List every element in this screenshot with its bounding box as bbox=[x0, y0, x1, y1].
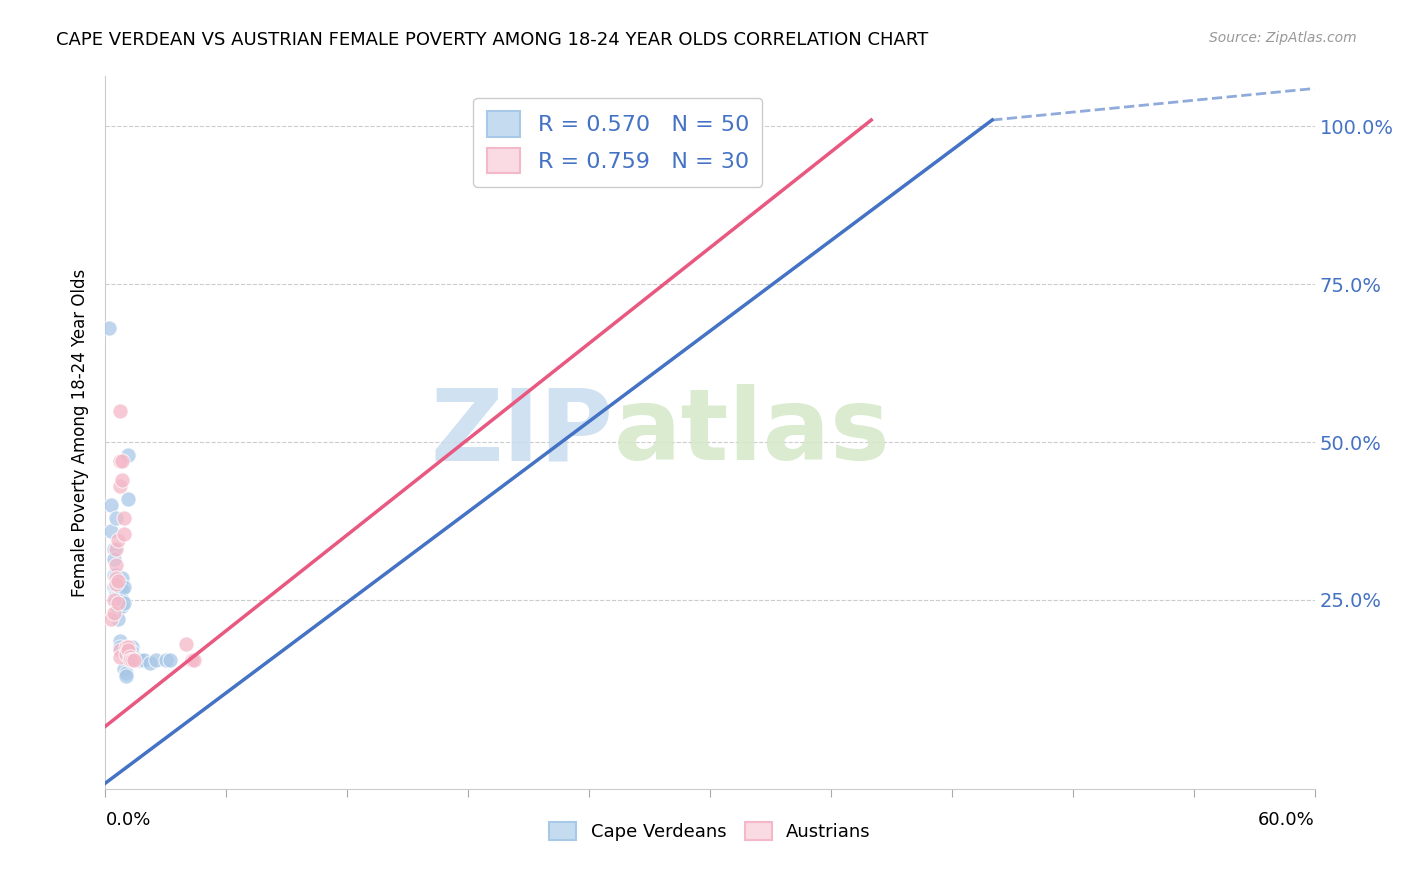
Point bbox=[110, 454, 132, 468]
Point bbox=[155, 653, 177, 667]
Point bbox=[110, 593, 132, 607]
Point bbox=[107, 596, 129, 610]
Text: CAPE VERDEAN VS AUSTRIAN FEMALE POVERTY AMONG 18-24 YEAR OLDS CORRELATION CHART: CAPE VERDEAN VS AUSTRIAN FEMALE POVERTY … bbox=[56, 31, 928, 49]
Point bbox=[104, 593, 127, 607]
Point bbox=[110, 473, 132, 487]
Point bbox=[104, 577, 127, 591]
Point bbox=[107, 580, 129, 594]
Point bbox=[103, 593, 125, 607]
Point bbox=[107, 596, 129, 610]
Point bbox=[108, 634, 131, 648]
Point bbox=[108, 640, 131, 655]
Point bbox=[107, 574, 129, 588]
Text: atlas: atlas bbox=[613, 384, 890, 481]
Point bbox=[110, 571, 132, 585]
Point bbox=[108, 649, 131, 664]
Point bbox=[104, 558, 127, 573]
Point bbox=[132, 653, 155, 667]
Point bbox=[117, 643, 139, 657]
Text: ZIP: ZIP bbox=[430, 384, 613, 481]
Point bbox=[121, 640, 143, 655]
Legend: Cape Verdeans, Austrians: Cape Verdeans, Austrians bbox=[543, 814, 877, 848]
Y-axis label: Female Poverty Among 18-24 Year Olds: Female Poverty Among 18-24 Year Olds bbox=[72, 268, 90, 597]
Point bbox=[174, 637, 197, 651]
Point bbox=[107, 533, 129, 547]
Point bbox=[127, 653, 149, 667]
Point bbox=[110, 583, 132, 598]
Point bbox=[100, 524, 122, 538]
Point bbox=[103, 542, 125, 557]
Point bbox=[100, 612, 122, 626]
Point bbox=[181, 653, 204, 667]
Point bbox=[107, 602, 129, 616]
Point bbox=[107, 588, 129, 602]
Point bbox=[114, 647, 136, 661]
Point bbox=[183, 653, 205, 667]
Point bbox=[100, 498, 122, 512]
Point bbox=[114, 640, 136, 655]
Point bbox=[108, 479, 131, 493]
Point bbox=[118, 649, 141, 664]
Point bbox=[114, 665, 136, 680]
Point bbox=[112, 662, 135, 676]
Point bbox=[108, 643, 131, 657]
Point bbox=[112, 526, 135, 541]
Point bbox=[108, 593, 131, 607]
Point bbox=[114, 669, 136, 683]
Point bbox=[104, 567, 127, 582]
Point bbox=[104, 511, 127, 525]
Point bbox=[108, 454, 131, 468]
Text: 0.0%: 0.0% bbox=[105, 811, 150, 829]
Point bbox=[122, 649, 145, 664]
Point bbox=[103, 567, 125, 582]
Text: 60.0%: 60.0% bbox=[1258, 811, 1315, 829]
Point bbox=[118, 653, 141, 667]
Point bbox=[104, 587, 127, 601]
Point bbox=[107, 612, 129, 626]
Text: Source: ZipAtlas.com: Source: ZipAtlas.com bbox=[1209, 31, 1357, 45]
Point bbox=[124, 653, 148, 667]
Point bbox=[121, 653, 143, 667]
Point bbox=[112, 596, 135, 610]
Point bbox=[103, 552, 125, 566]
Point bbox=[98, 321, 121, 335]
Point bbox=[103, 580, 125, 594]
Point bbox=[108, 580, 131, 594]
Point bbox=[118, 647, 141, 661]
Point bbox=[104, 577, 127, 591]
Point bbox=[128, 653, 150, 667]
Point bbox=[104, 571, 127, 585]
Point bbox=[139, 656, 162, 670]
Point bbox=[145, 653, 167, 667]
Point bbox=[104, 542, 127, 557]
Point bbox=[159, 653, 181, 667]
Point bbox=[107, 599, 129, 614]
Point bbox=[117, 448, 139, 462]
Point bbox=[108, 403, 131, 417]
Point bbox=[108, 587, 131, 601]
Point bbox=[117, 491, 139, 506]
Point bbox=[110, 599, 132, 614]
Point bbox=[107, 571, 129, 585]
Point bbox=[103, 606, 125, 620]
Point bbox=[108, 599, 131, 614]
Point bbox=[122, 653, 145, 667]
Point bbox=[107, 583, 129, 598]
Point bbox=[112, 580, 135, 594]
Point bbox=[117, 640, 139, 655]
Point bbox=[104, 582, 127, 596]
Point bbox=[112, 511, 135, 525]
Point bbox=[121, 645, 143, 659]
